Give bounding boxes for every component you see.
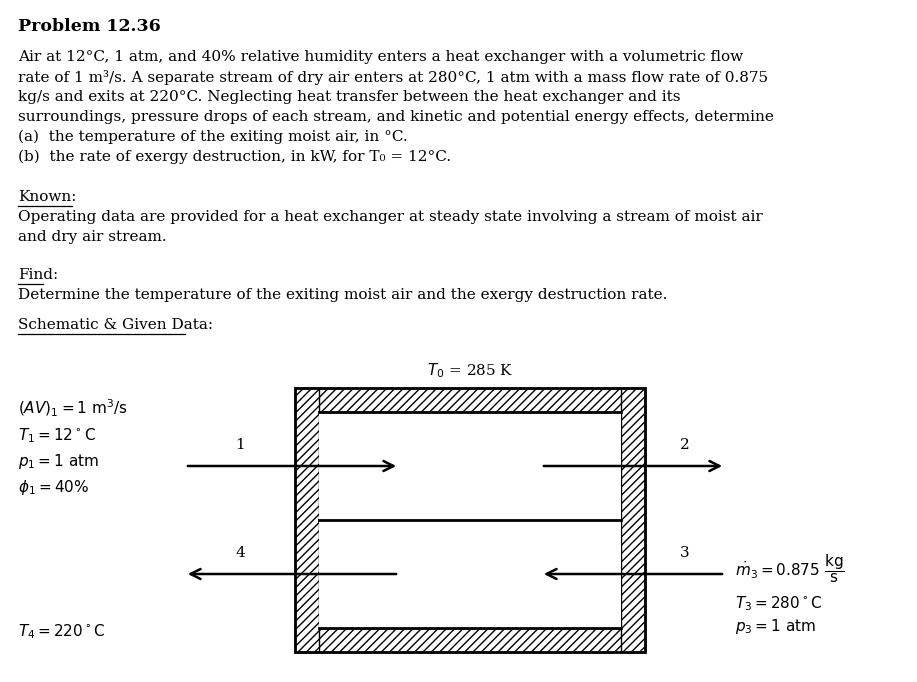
Text: $\dot{m}_3 = 0.875\ \dfrac{\mathrm{kg}}{\mathrm{s}}$: $\dot{m}_3 = 0.875\ \dfrac{\mathrm{kg}}{… xyxy=(735,552,845,584)
Text: rate of 1 m³/s. A separate stream of dry air enters at 280°C, 1 atm with a mass : rate of 1 m³/s. A separate stream of dry… xyxy=(18,70,768,85)
Bar xyxy=(295,388,645,652)
Text: Known:: Known: xyxy=(18,190,76,204)
Text: Determine the temperature of the exiting moist air and the exergy destruction ra: Determine the temperature of the exiting… xyxy=(18,288,668,302)
Text: Air at 12°C, 1 atm, and 40% relative humidity enters a heat exchanger with a vol: Air at 12°C, 1 atm, and 40% relative hum… xyxy=(18,50,743,64)
Text: $(AV)_1 = 1\ \mathrm{m}^3\mathrm{/s}$: $(AV)_1 = 1\ \mathrm{m}^3\mathrm{/s}$ xyxy=(18,398,128,419)
Text: Find:: Find: xyxy=(18,268,59,282)
Text: 3: 3 xyxy=(680,546,690,560)
Text: $p_3 = 1\ \mathrm{atm}$: $p_3 = 1\ \mathrm{atm}$ xyxy=(735,617,816,636)
Text: kg/s and exits at 220°C. Neglecting heat transfer between the heat exchanger and: kg/s and exits at 220°C. Neglecting heat… xyxy=(18,90,680,104)
Text: and dry air stream.: and dry air stream. xyxy=(18,230,167,244)
Text: Operating data are provided for a heat exchanger at steady state involving a str: Operating data are provided for a heat e… xyxy=(18,210,763,224)
Text: (a)  the temperature of the exiting moist air, in °C.: (a) the temperature of the exiting moist… xyxy=(18,130,408,145)
Text: 1: 1 xyxy=(235,438,245,452)
Bar xyxy=(295,388,319,652)
Text: surroundings, pressure drops of each stream, and kinetic and potential energy ef: surroundings, pressure drops of each str… xyxy=(18,110,774,124)
Bar xyxy=(621,388,645,652)
Text: Problem 12.36: Problem 12.36 xyxy=(18,18,160,35)
Bar xyxy=(295,628,645,652)
Text: 2: 2 xyxy=(680,438,690,452)
Bar xyxy=(295,388,645,412)
Text: Schematic & Given Data:: Schematic & Given Data: xyxy=(18,318,213,332)
Text: $T_0$ = 285 K: $T_0$ = 285 K xyxy=(426,361,514,380)
Text: $T_3 = 280^\circ\mathrm{C}$: $T_3 = 280^\circ\mathrm{C}$ xyxy=(735,594,823,612)
Text: 4: 4 xyxy=(235,546,245,560)
Text: $T_1 = 12^\circ\mathrm{C}$: $T_1 = 12^\circ\mathrm{C}$ xyxy=(18,426,96,445)
Text: $T_4 = 220^\circ\mathrm{C}$: $T_4 = 220^\circ\mathrm{C}$ xyxy=(18,622,105,640)
Text: $\phi_1 = 40\%$: $\phi_1 = 40\%$ xyxy=(18,478,89,497)
Bar xyxy=(319,412,621,628)
Text: $p_1 = 1\ \mathrm{atm}$: $p_1 = 1\ \mathrm{atm}$ xyxy=(18,452,99,471)
Text: (b)  the rate of exergy destruction, in kW, for T₀ = 12°C.: (b) the rate of exergy destruction, in k… xyxy=(18,150,451,164)
